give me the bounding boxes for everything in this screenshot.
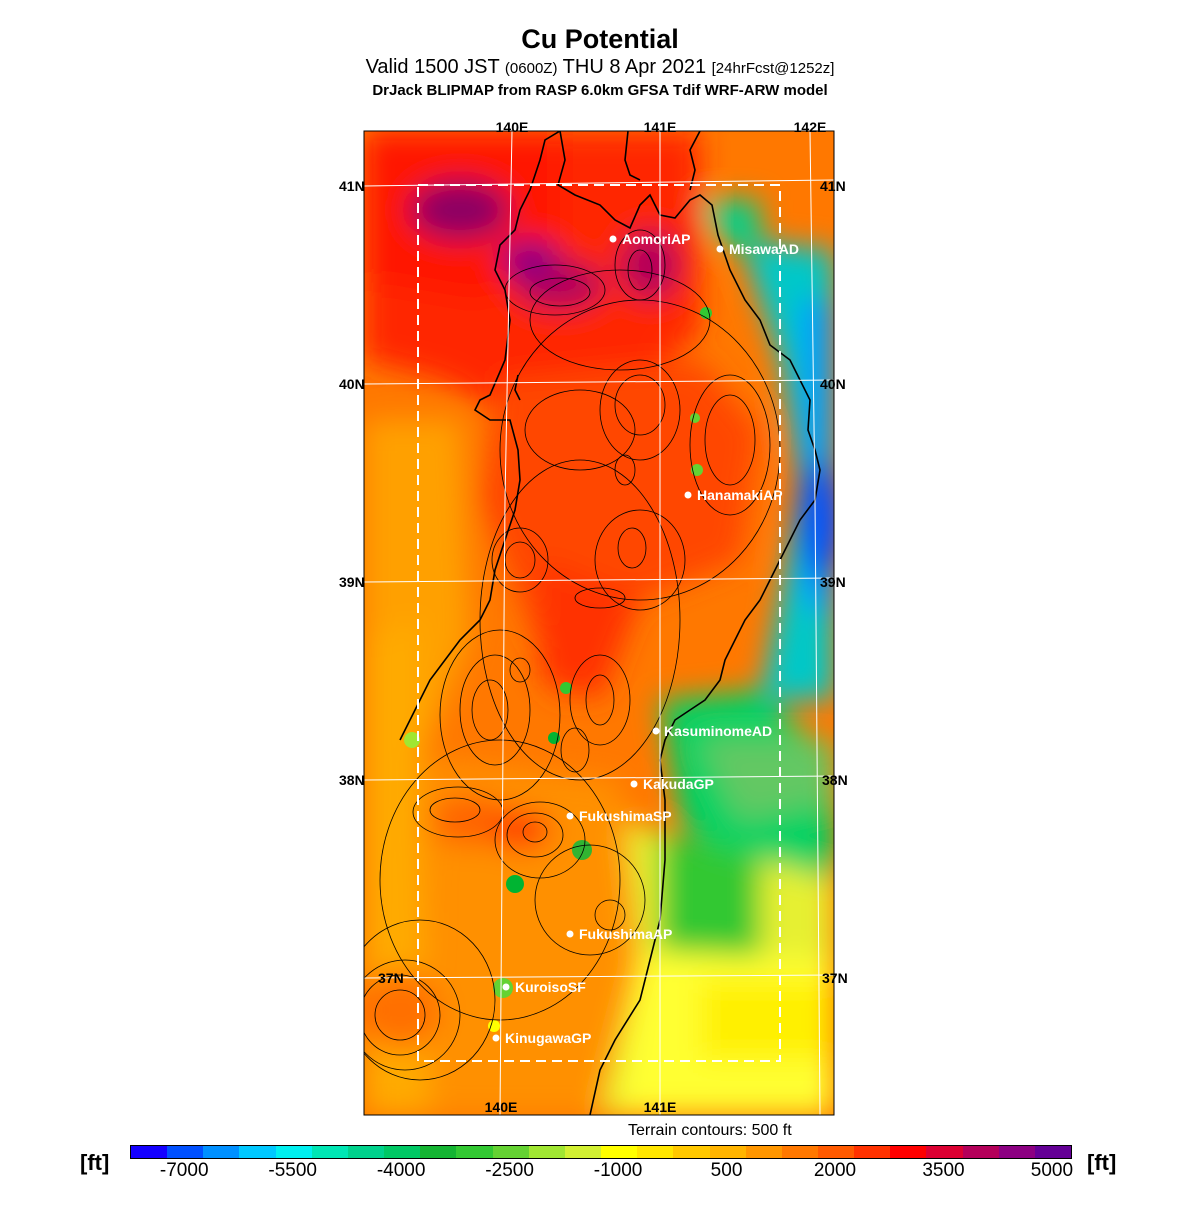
- colorbar-swatch: [854, 1146, 891, 1158]
- colorbar-swatch: [673, 1146, 710, 1158]
- lon-label-top-140: 140E: [496, 119, 529, 135]
- colorbar-tick-label: 5000: [1030, 1160, 1074, 1181]
- colorbar-unit-right: [ft]: [1087, 1150, 1117, 1175]
- domain-box: [417, 184, 781, 1062]
- site-dot-kinugawa: [492, 1034, 500, 1042]
- lat-label-right-40: 40N: [820, 376, 846, 392]
- colorbar-swatch: [926, 1146, 963, 1158]
- site-label-kakuda: KakudaGP: [643, 776, 714, 792]
- graticule: [364, 131, 834, 1115]
- site-label-aomori: AomoriAP: [622, 231, 690, 247]
- colorbar-tick-label: 3500: [922, 1160, 965, 1181]
- colorbar-tick-label: -1000: [593, 1160, 643, 1181]
- colorbar-swatch: [347, 1146, 385, 1158]
- colorbar-swatch: [239, 1146, 276, 1158]
- cu-potential-field: [364, 131, 834, 1115]
- colorbar-swatch: [420, 1146, 457, 1158]
- lat-label-left-39: 39N: [339, 574, 365, 590]
- colorbar-swatch: [890, 1146, 927, 1158]
- lon-label-top-141: 141E: [644, 119, 677, 135]
- colorbar-swatch: [781, 1146, 818, 1158]
- colorbar-swatch: [637, 1146, 674, 1158]
- valid-date: THU 8 Apr 2021: [562, 56, 707, 78]
- colorbar-unit-left: [ft]: [80, 1150, 110, 1175]
- site-dot-kakuda: [630, 780, 638, 788]
- site-label-kuroiso: KuroisoSF: [515, 979, 586, 995]
- site-dot-fukushima-ap: [566, 930, 574, 938]
- model-line: DrJack BLIPMAP from RASP 6.0km GFSA Tdif…: [372, 82, 828, 99]
- colorbar-swatch: [817, 1146, 855, 1158]
- site-label-misawa: MisawaAD: [729, 241, 799, 257]
- colorbar-swatch: [962, 1146, 999, 1158]
- site-markers: AomoriAP MisawaAD HanamakiAP KasuminomeA…: [492, 231, 799, 1046]
- colorbar-tick-label: 500: [710, 1160, 743, 1181]
- colorbar-swatch: [528, 1146, 565, 1158]
- lon-label-bottom-140: 140E: [485, 1099, 518, 1115]
- site-label-fukushima-sp: FukushimaSP: [579, 808, 672, 824]
- colorbar: [130, 1145, 1072, 1159]
- lon-label-bottom-141: 141E: [644, 1099, 677, 1115]
- lat-label-left-38: 38N: [339, 772, 365, 788]
- valid-time: Valid 1500 JST: [365, 56, 500, 78]
- site-label-fukushima-ap: FukushimaAP: [579, 926, 672, 942]
- site-dot-hanamaki: [684, 491, 692, 499]
- site-label-kinugawa: KinugawaGP: [505, 1030, 591, 1046]
- colorbar-swatch: [384, 1146, 421, 1158]
- valid-time-line: Valid 1500 JST (0600Z) THU 8 Apr 2021 [2…: [0, 56, 1200, 79]
- map-frame: [363, 130, 835, 1116]
- colorbar-swatch: [601, 1146, 638, 1158]
- map-title: Cu Potential: [521, 24, 679, 54]
- site-label-hanamaki: HanamakiAP: [697, 487, 783, 503]
- colorbar-swatch: [709, 1146, 746, 1158]
- colorbar-tick-label: 2000: [813, 1160, 857, 1181]
- colorbar-swatch: [456, 1146, 493, 1158]
- colorbar-tick-label: -7000: [159, 1160, 209, 1181]
- colorbar-ticks: -7000 -5500 -4000 -2500 -1000 500 2000 3500 5000: [130, 1160, 1074, 1184]
- colorbar-swatch: [564, 1146, 602, 1158]
- terrain-note: Terrain contours: 500 ft: [628, 1122, 792, 1139]
- site-dot-kuroiso: [502, 983, 510, 991]
- site-dot-misawa: [716, 245, 724, 253]
- colorbar-swatch: [203, 1146, 240, 1158]
- lat-label-left-40: 40N: [339, 376, 365, 392]
- lat-label-right-41: 41N: [820, 178, 846, 194]
- colorbar-swatch: [492, 1146, 529, 1158]
- site-label-kasuminome: KasuminomeAD: [664, 723, 772, 739]
- lat-label-left-37: 37N: [378, 970, 404, 986]
- colorbar-tick-label: -5500: [268, 1160, 317, 1181]
- lat-label-left-41: 41N: [339, 178, 365, 194]
- colorbar-swatch: [998, 1146, 1035, 1158]
- colorbar-tick-label: -2500: [485, 1160, 534, 1181]
- colorbar-swatch: [311, 1146, 348, 1158]
- utc-time: (0600Z): [504, 60, 558, 77]
- colorbar-swatch: [131, 1146, 168, 1158]
- colorbar-swatch: [167, 1146, 204, 1158]
- lon-label-top-142: 142E: [794, 119, 827, 135]
- colorbar-swatch: [1034, 1146, 1072, 1158]
- site-dot-aomori: [609, 235, 617, 243]
- forecast-info: [24hrFcst@1252z]: [711, 60, 835, 77]
- site-dot-kasuminome: [652, 727, 660, 735]
- colorbar-swatch: [745, 1146, 782, 1158]
- lat-label-right-39: 39N: [820, 574, 846, 590]
- lat-label-right-38: 38N: [822, 772, 848, 788]
- coastline: [399, 131, 821, 1115]
- site-dot-fukushima-sp: [566, 812, 574, 820]
- colorbar-tick-label: -4000: [376, 1160, 426, 1181]
- lat-label-right-37: 37N: [822, 970, 848, 986]
- colorbar-swatch: [275, 1146, 312, 1158]
